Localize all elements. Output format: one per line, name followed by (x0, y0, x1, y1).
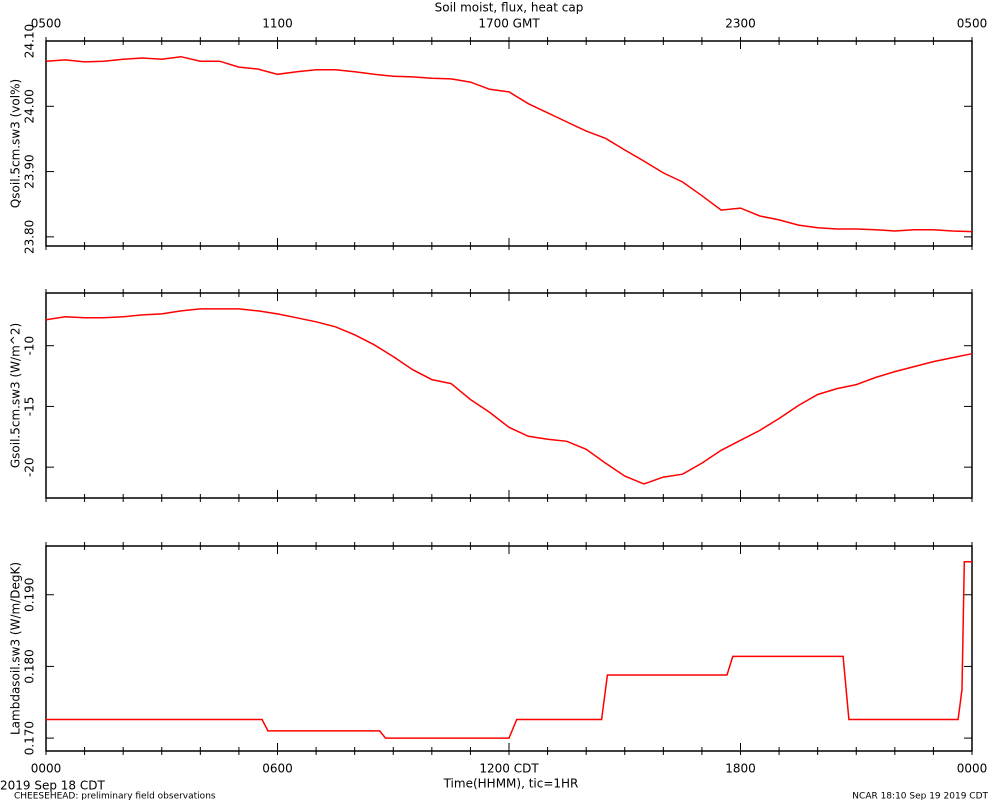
data-line (46, 561, 972, 739)
y-tick-label: 24.00 (23, 89, 37, 123)
x2-tick-label: 0500 (31, 17, 62, 31)
x-axis-label: Time(HHMM), tic=1HR (443, 777, 579, 791)
y-axis-label: Lambdasoil.sw3 (W/m/DegK) (9, 562, 23, 735)
y-tick-label: 0.170 (23, 721, 37, 755)
chart-title: Soil moist, flux, heat cap (435, 1, 584, 15)
x-tick-label: 0000 (31, 762, 62, 776)
y-tick-label: -20 (23, 457, 37, 477)
data-line (45, 308, 973, 485)
x-tick-label: 1200 CDT (479, 762, 539, 776)
y-tick-label: 23.80 (23, 220, 37, 254)
y-tick-label: -10 (23, 336, 37, 356)
stamp-label: NCAR 18:10 Sep 19 2019 CDT (852, 792, 988, 800)
y-tick-label: 23.90 (23, 154, 37, 188)
x2-tick-label: 2300 (725, 17, 756, 31)
x2-tick-label: 1700 GMT (478, 17, 540, 31)
data-line (45, 55, 973, 233)
date-label: 2019 Sep 18 CDT (0, 779, 105, 793)
y-tick-label: 24.10 (23, 24, 37, 58)
y-tick-label: -15 (23, 397, 37, 417)
x2-tick-label: 0500 (957, 17, 988, 31)
plot-frame (45, 292, 973, 499)
y-axis-label: Qsoil.5cm.sw3 (vol%) (9, 79, 23, 208)
x-tick-label: 0600 (262, 762, 293, 776)
y-tick-label: 0.190 (23, 578, 37, 612)
plot-frame (45, 40, 973, 247)
y-tick-label: 0.180 (23, 649, 37, 683)
y-axis-label: Gsoil.5cm.sw3 (W/m^2) (9, 323, 23, 468)
x-tick-label: 0000 (957, 762, 988, 776)
x-tick-label: 1800 (725, 762, 756, 776)
x2-tick-label: 1100 (262, 17, 293, 31)
project-label: CHEESEHEAD: preliminary field observatio… (14, 792, 216, 800)
